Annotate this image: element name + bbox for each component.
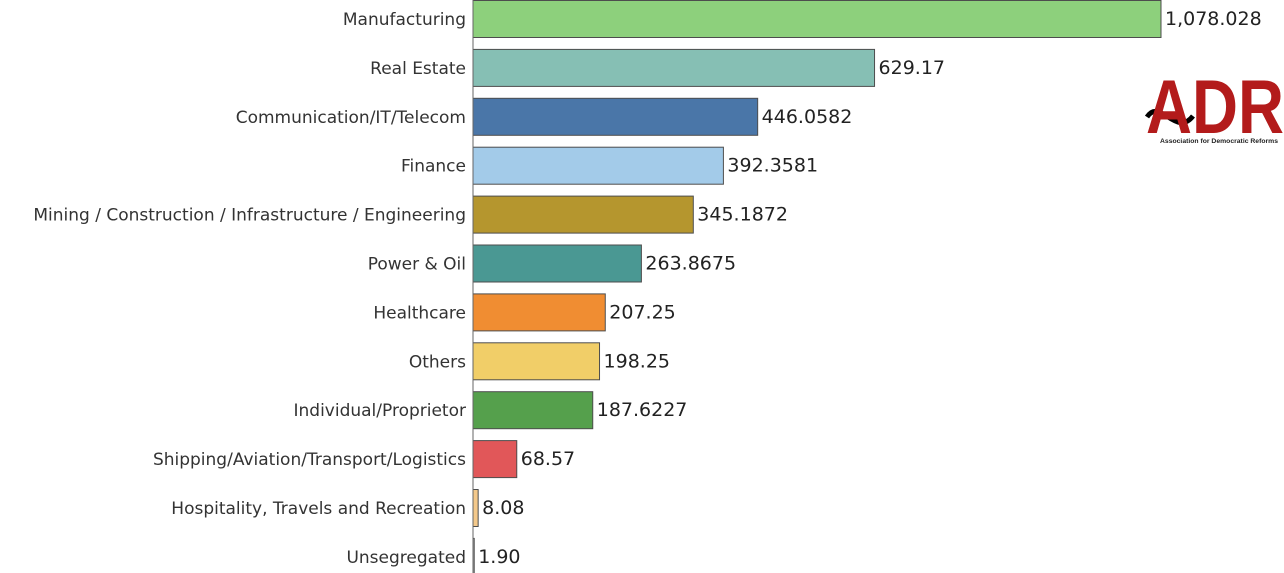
category-label-4: Mining / Construction / Infrastructure /… <box>33 206 466 226</box>
value-label-7: 198.25 <box>604 350 670 372</box>
category-label-1: Real Estate <box>370 59 466 79</box>
bar-2 <box>472 97 759 136</box>
bar-4 <box>472 195 694 234</box>
category-label-2: Communication/IT/Telecom <box>236 108 466 128</box>
logo-subtitle: Association for Democratic Reforms <box>1160 139 1279 145</box>
value-label-1: 629.17 <box>879 57 945 79</box>
category-label-9: Shipping/Aviation/Transport/Logistics <box>153 450 466 470</box>
bar-3 <box>472 146 724 185</box>
adr-logo: ADR Association for Democratic Reforms <box>1144 65 1284 150</box>
value-label-3: 392.3581 <box>727 155 818 177</box>
logo-swoosh <box>1144 108 1195 126</box>
bar-10 <box>472 489 479 527</box>
bar-1 <box>472 48 876 87</box>
bar-5 <box>472 244 642 283</box>
value-label-10: 8.08 <box>482 497 524 519</box>
category-label-8: Individual/Proprietor <box>293 401 466 421</box>
value-label-9: 68.57 <box>521 448 575 470</box>
logo-letters: ADR <box>1146 65 1284 150</box>
value-label-11: 1.90 <box>478 546 520 568</box>
value-label-5: 263.8675 <box>645 253 736 275</box>
value-label-4: 345.1872 <box>697 204 788 226</box>
value-label-2: 446.0582 <box>762 106 853 128</box>
category-label-0: Manufacturing <box>343 10 466 30</box>
category-label-11: Unsegregated <box>346 548 466 568</box>
value-label-0: 1,078.028 <box>1165 8 1262 30</box>
value-label-8: 187.6227 <box>597 399 688 421</box>
bars-layer <box>472 0 1162 573</box>
bar-7 <box>472 342 601 381</box>
labels-layer: Manufacturing 1,078.028 Real Estate 629.17 C… <box>33 8 1261 568</box>
bar-9 <box>472 440 518 479</box>
bar-6 <box>472 293 606 332</box>
bar-8 <box>472 391 594 430</box>
category-label-3: Finance <box>401 157 466 177</box>
value-label-6: 207.25 <box>609 301 675 323</box>
category-label-6: Healthcare <box>373 303 466 323</box>
bar-0 <box>472 0 1162 38</box>
category-label-10: Hospitality, Travels and Recreation <box>171 499 466 519</box>
category-label-5: Power & Oil <box>368 255 466 275</box>
category-label-7: Others <box>409 352 466 372</box>
